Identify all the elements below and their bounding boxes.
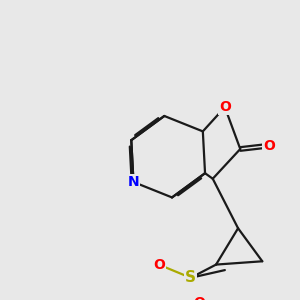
Text: S: S [185,270,196,285]
Text: N: N [128,175,139,189]
Text: O: O [153,258,165,272]
Text: O: O [219,100,231,114]
Text: O: O [194,296,206,300]
Text: O: O [263,139,275,153]
